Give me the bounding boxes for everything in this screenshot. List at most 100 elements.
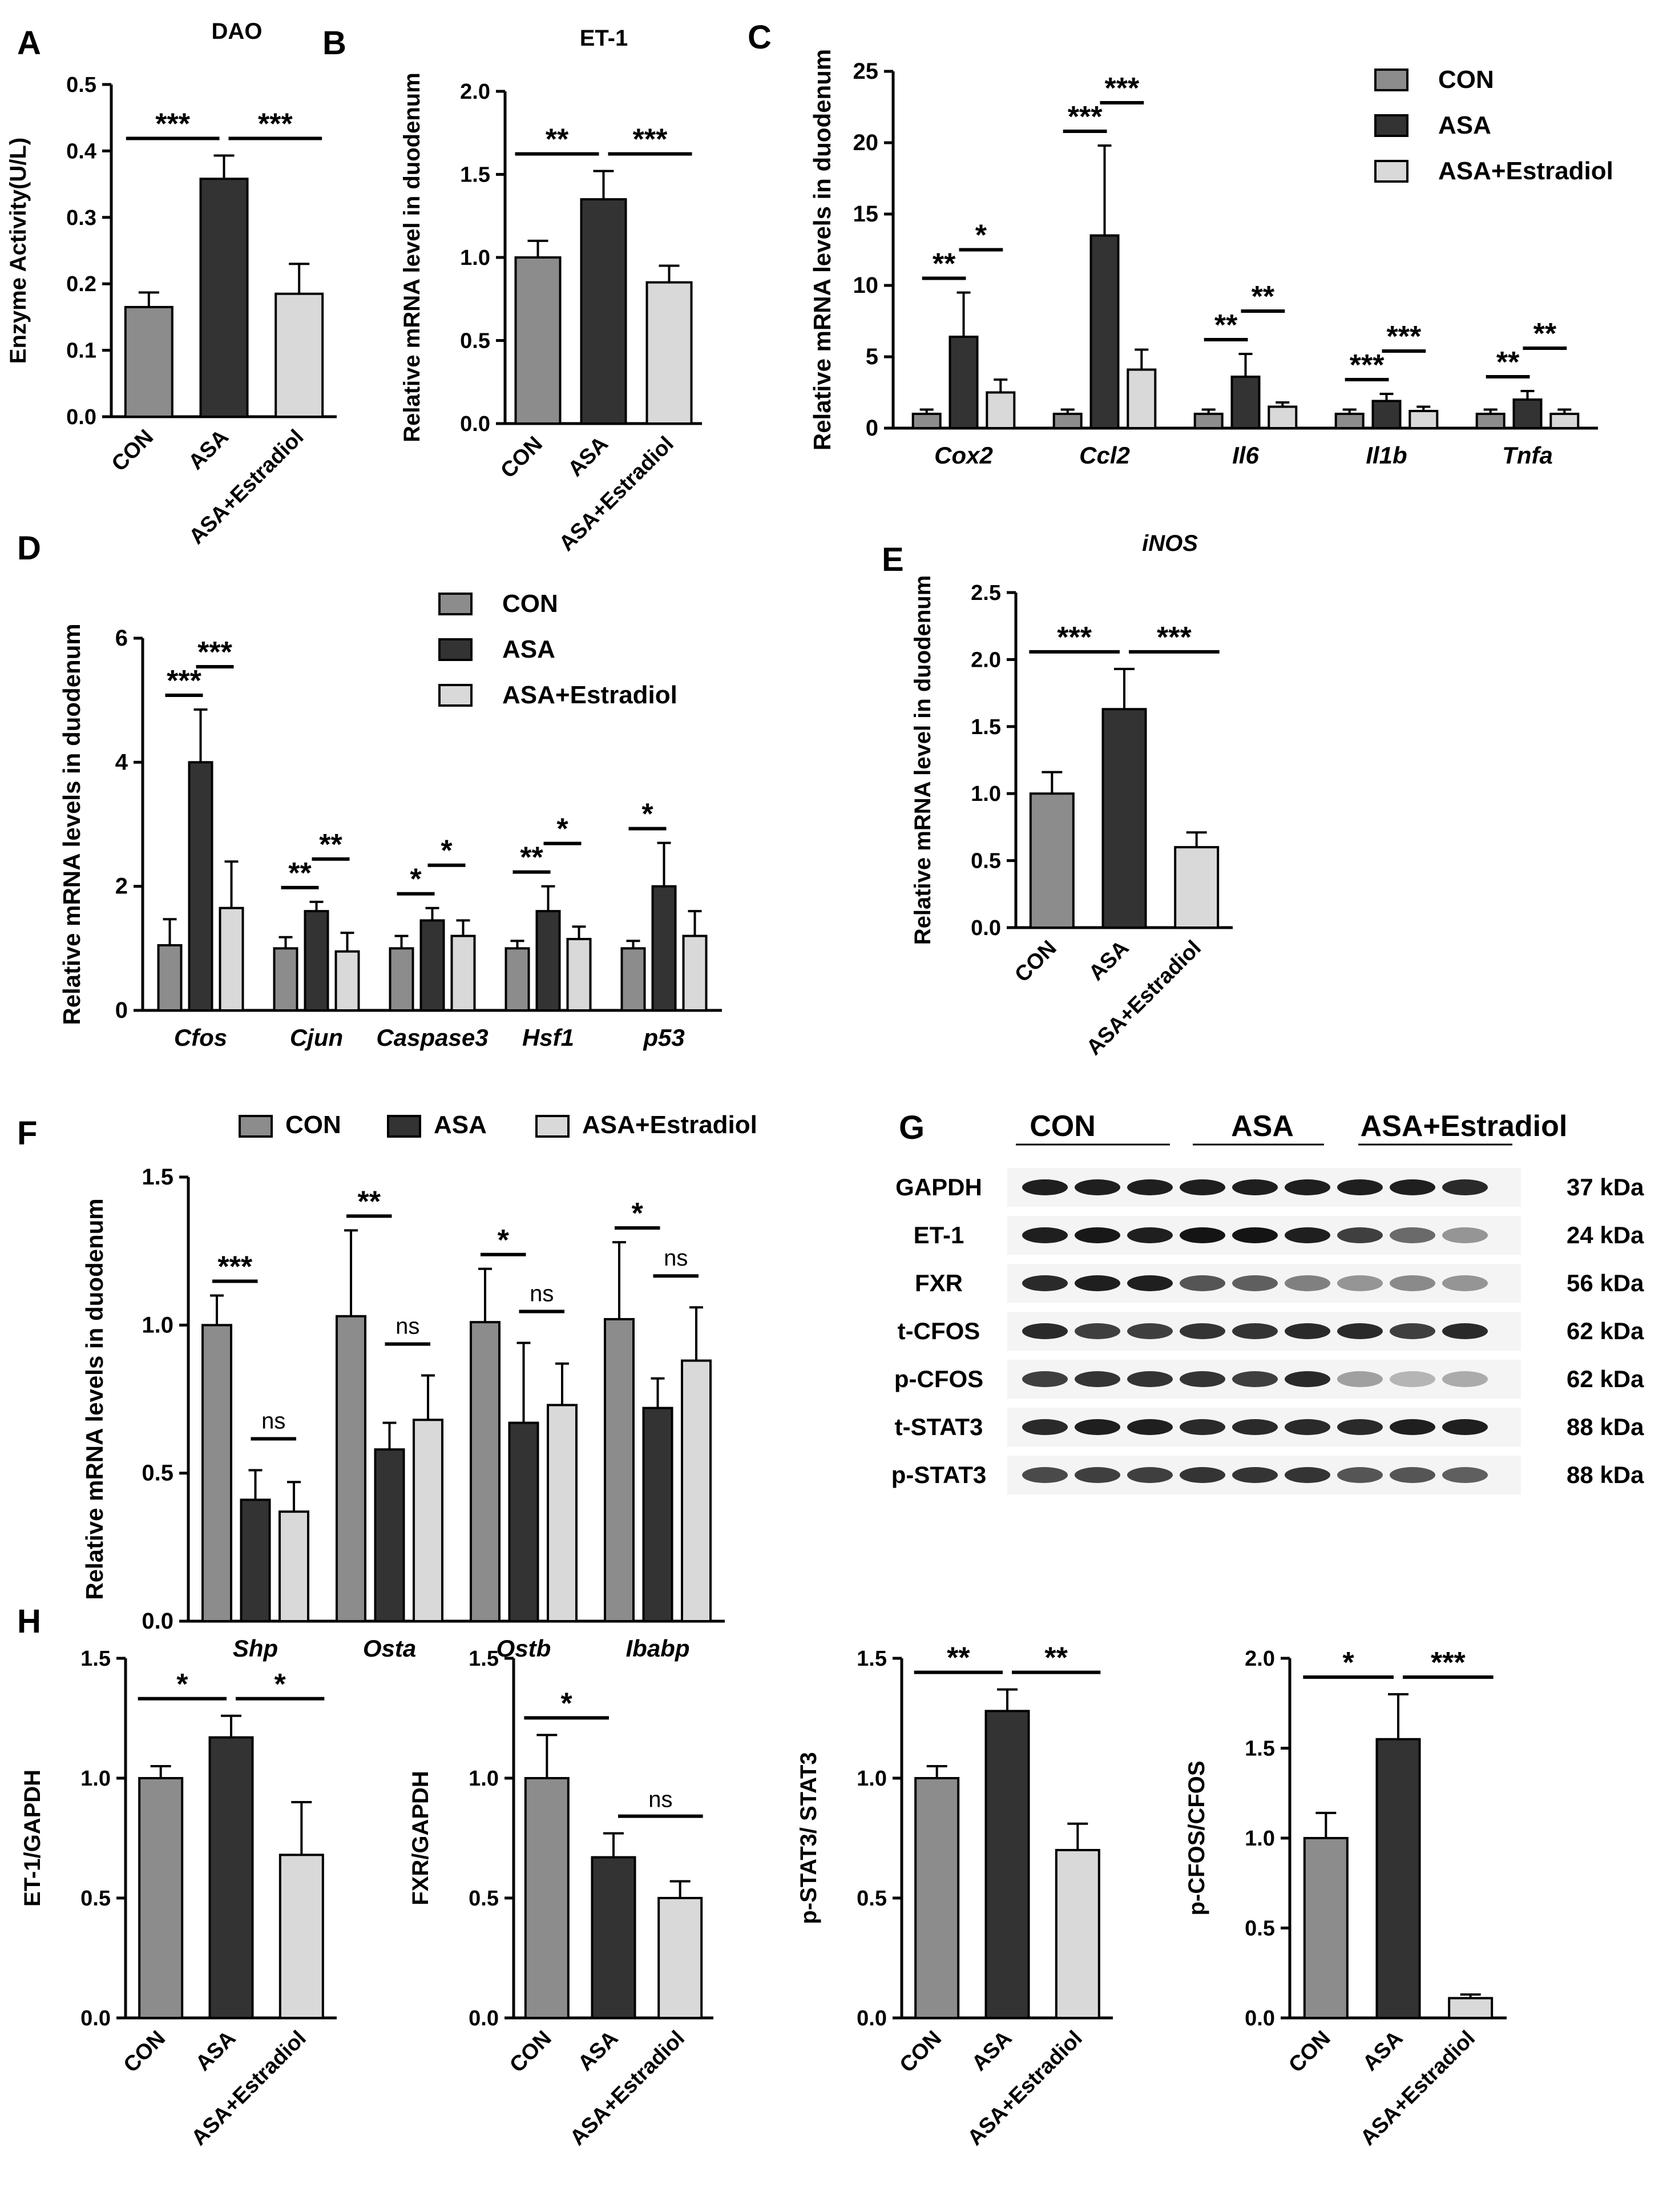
significance-label: ***: [633, 123, 668, 156]
blot-band: [1127, 1179, 1173, 1195]
significance-label: ***: [1387, 320, 1422, 353]
significance-label: **: [358, 1185, 381, 1218]
significance-label: ns: [261, 1408, 285, 1433]
y-tick-label: 1.5: [971, 715, 1001, 739]
significance-label: ns: [395, 1314, 419, 1339]
y-tick-label: 1.0: [142, 1312, 173, 1337]
y-tick-label: 1.5: [460, 163, 490, 187]
panel-label-G: G: [899, 1109, 925, 1146]
bar-asa+estradiol: [275, 292, 324, 418]
bar-cox2-2: [986, 391, 1016, 429]
x-tick-label: CON: [107, 425, 158, 476]
x-tick-label: Hsf1: [522, 1024, 574, 1051]
x-tick-label: ASA: [191, 2026, 240, 2076]
legend-swatch: [1374, 114, 1408, 137]
blot-band: [1285, 1467, 1330, 1483]
blot-band: [1442, 1467, 1488, 1483]
blot-band: [1232, 1323, 1278, 1339]
y-tick-label: 0.1: [66, 339, 96, 363]
blot-band: [1337, 1179, 1383, 1195]
bar-asa: [1101, 708, 1147, 929]
y-tick-label: 1.5: [857, 1647, 887, 1671]
x-tick-label: Shp: [233, 1635, 278, 1662]
blot-row-label: ET-1: [914, 1222, 964, 1248]
blot-group-label: ASA: [1231, 1110, 1294, 1143]
significance-label: **: [520, 841, 543, 875]
blot-band: [1337, 1323, 1383, 1339]
legend-label: CON: [285, 1111, 341, 1139]
bar-asa: [208, 1736, 254, 2020]
blot-band: [1075, 1371, 1120, 1387]
chart-title: iNOS: [1142, 531, 1198, 556]
significance-label: *: [498, 1224, 510, 1257]
legend-label: ASA+Estradiol: [1438, 157, 1613, 185]
blot-band: [1180, 1275, 1225, 1291]
bar-ostb-1: [508, 1421, 539, 1623]
y-tick-label: 0.0: [142, 1609, 173, 1634]
significance-label: **: [1214, 309, 1238, 342]
significance-label: *: [275, 1668, 286, 1701]
blot-band: [1390, 1227, 1435, 1243]
legend-swatch: [438, 684, 473, 707]
y-tick-label: 6: [115, 626, 128, 651]
bar-tnfa-2: [1549, 413, 1580, 429]
legend-label: ASA+Estradiol: [502, 681, 677, 709]
blot-band: [1022, 1275, 1068, 1291]
panel-label-E: E: [882, 541, 904, 578]
significance-label: ***: [1350, 349, 1385, 382]
x-tick-label: Cjun: [290, 1024, 343, 1051]
bar-cfos-0: [157, 944, 183, 1012]
significance-label: *: [975, 219, 987, 252]
x-tick-label: ASA: [563, 432, 612, 481]
y-tick-label: 0.5: [469, 1887, 499, 1911]
blot-kda-label: 88 kDa: [1567, 1461, 1644, 1488]
x-tick-label: ASA+Estradiol: [566, 2026, 689, 2150]
bar-con: [914, 1777, 960, 2019]
y-tick-label: 1.5: [142, 1165, 173, 1190]
legend-label: ASA+Estradiol: [582, 1111, 757, 1139]
panel-label-F: F: [17, 1115, 37, 1152]
blot-band: [1442, 1419, 1488, 1435]
blot-band: [1442, 1371, 1488, 1387]
y-axis-label: Relative mRNA level in duodenum: [399, 72, 425, 442]
bar-con: [514, 256, 562, 425]
blot-band: [1075, 1227, 1120, 1243]
bar-hsf1-0: [504, 947, 530, 1012]
bar-asa+estradiol: [1448, 1997, 1494, 2020]
significance-label: ***: [217, 1250, 252, 1283]
y-tick-label: 0.5: [857, 1887, 887, 1911]
blot-band: [1180, 1227, 1225, 1243]
blot-band: [1022, 1179, 1068, 1195]
significance-label: ***: [197, 636, 232, 669]
y-tick-label: 1.0: [80, 1767, 111, 1791]
bar-shp-0: [201, 1324, 232, 1622]
chart-A: 0.0 0.1 0.2 0.3 0.4 0.5 Enzyme Activity(U/L) DA…: [6, 19, 337, 549]
x-tick-label: CON: [895, 2026, 946, 2077]
y-tick-label: 0: [866, 416, 878, 441]
blot-row-label: p-STAT3: [891, 1461, 986, 1488]
blot-band: [1232, 1179, 1278, 1195]
y-tick-label: 0.5: [460, 329, 490, 353]
legend-label: ASA: [1438, 111, 1491, 139]
y-tick-label: 2.0: [1245, 1647, 1275, 1671]
x-tick-label: Il1b: [1366, 442, 1407, 469]
bar-asa: [1375, 1738, 1421, 2019]
significance-label: **: [1496, 346, 1520, 379]
blot-kda-label: 62 kDa: [1567, 1365, 1644, 1392]
blot-row-label: GAPDH: [895, 1174, 982, 1200]
blot-band: [1180, 1323, 1225, 1339]
significance-label: ***: [1057, 621, 1092, 654]
blot-band: [1127, 1227, 1173, 1243]
x-tick-label: p53: [643, 1024, 684, 1051]
significance-label: ***: [1105, 72, 1140, 105]
bar-tnfa-0: [1475, 413, 1506, 429]
y-tick-label: 0.0: [66, 405, 96, 429]
x-tick-label: ASA+Estradiol: [555, 432, 679, 556]
y-tick-label: 0.5: [142, 1461, 173, 1486]
legend-swatch: [438, 593, 473, 615]
blot-band: [1232, 1275, 1278, 1291]
bar-hsf1-2: [566, 938, 592, 1012]
bar-osta-0: [336, 1315, 366, 1623]
blot-kda-label: 37 kDa: [1567, 1174, 1644, 1200]
chart-C: 0 5 10 15 20 25 Relative mRNA levels in duoden…: [809, 49, 1613, 469]
